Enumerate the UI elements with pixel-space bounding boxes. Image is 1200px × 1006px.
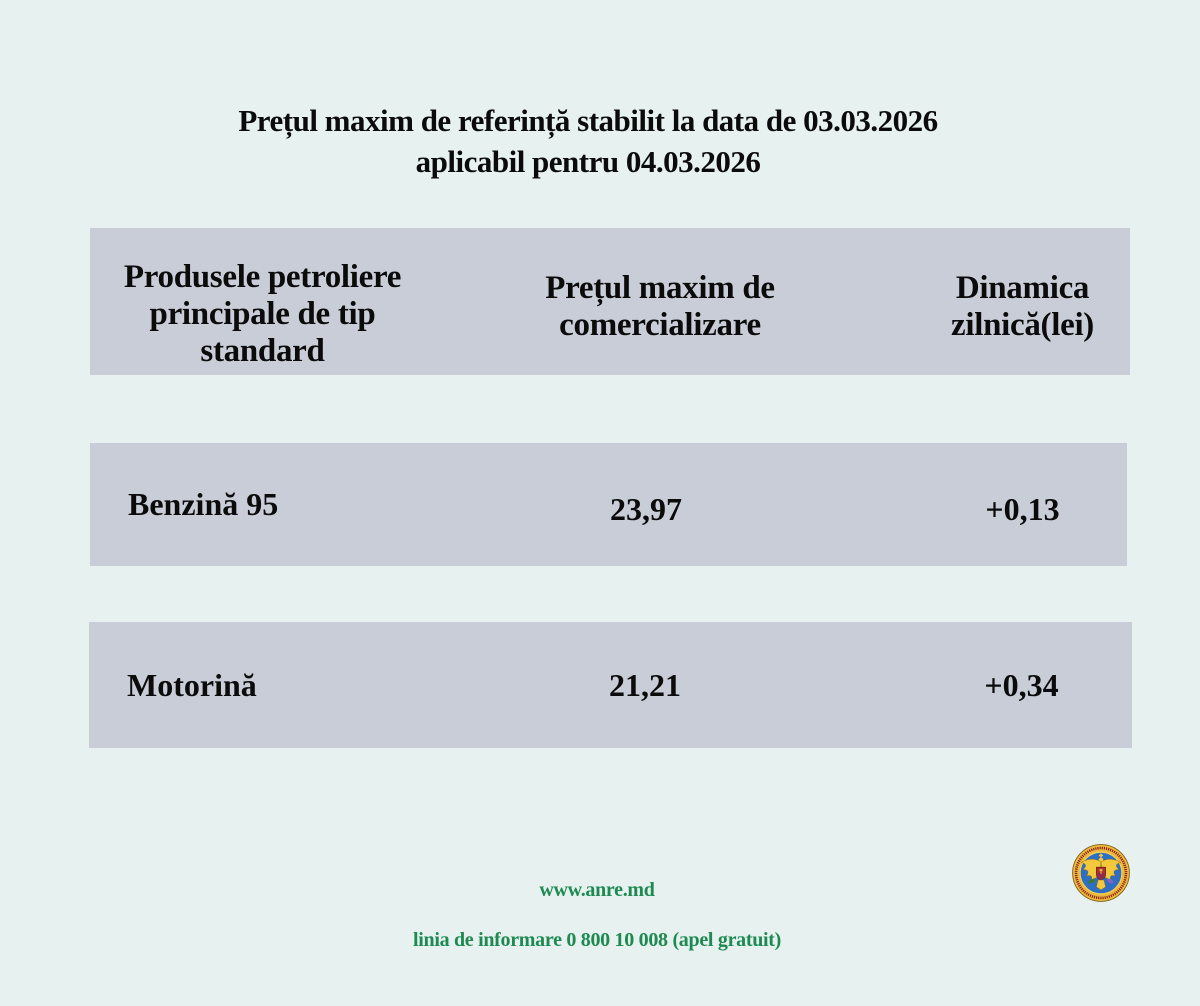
product-dynamic: +0,13: [985, 491, 1060, 527]
product-price: 21,21: [609, 666, 681, 703]
table-row: Motorină 21,21 +0,34: [89, 622, 1132, 748]
title-line-2: aplicabil pentru 04.03.2026: [415, 144, 761, 179]
footer-info-line: linia de informare 0 800 10 008 (apel gr…: [412, 929, 782, 951]
header-products: Produsele petroliere principale de tip s…: [123, 259, 402, 369]
table-row: Benzină 95 23,97 +0,13: [90, 443, 1127, 566]
product-name: Benzină 95: [128, 486, 279, 522]
footer-website: www.anre.md: [539, 879, 655, 901]
product-price: 23,97: [610, 491, 682, 527]
table-header-row: Produsele petroliere principale de tip s…: [90, 228, 1130, 375]
page-title: Prețul maxim de referință stabilit la da…: [0, 100, 1176, 182]
product-name: Motorină: [127, 666, 257, 703]
footer-contact: www.anre.md linia de informare 0 800 10 …: [0, 853, 1194, 978]
header-daily-dynamic: Dinamica zilnică(lei): [950, 269, 1094, 343]
header-max-price: Prețul maxim de comercializare: [545, 269, 775, 343]
product-dynamic: +0,34: [984, 666, 1059, 703]
title-line-1: Prețul maxim de referință stabilit la da…: [238, 103, 938, 138]
moldova-coat-of-arms-seal-icon: [1072, 844, 1130, 902]
